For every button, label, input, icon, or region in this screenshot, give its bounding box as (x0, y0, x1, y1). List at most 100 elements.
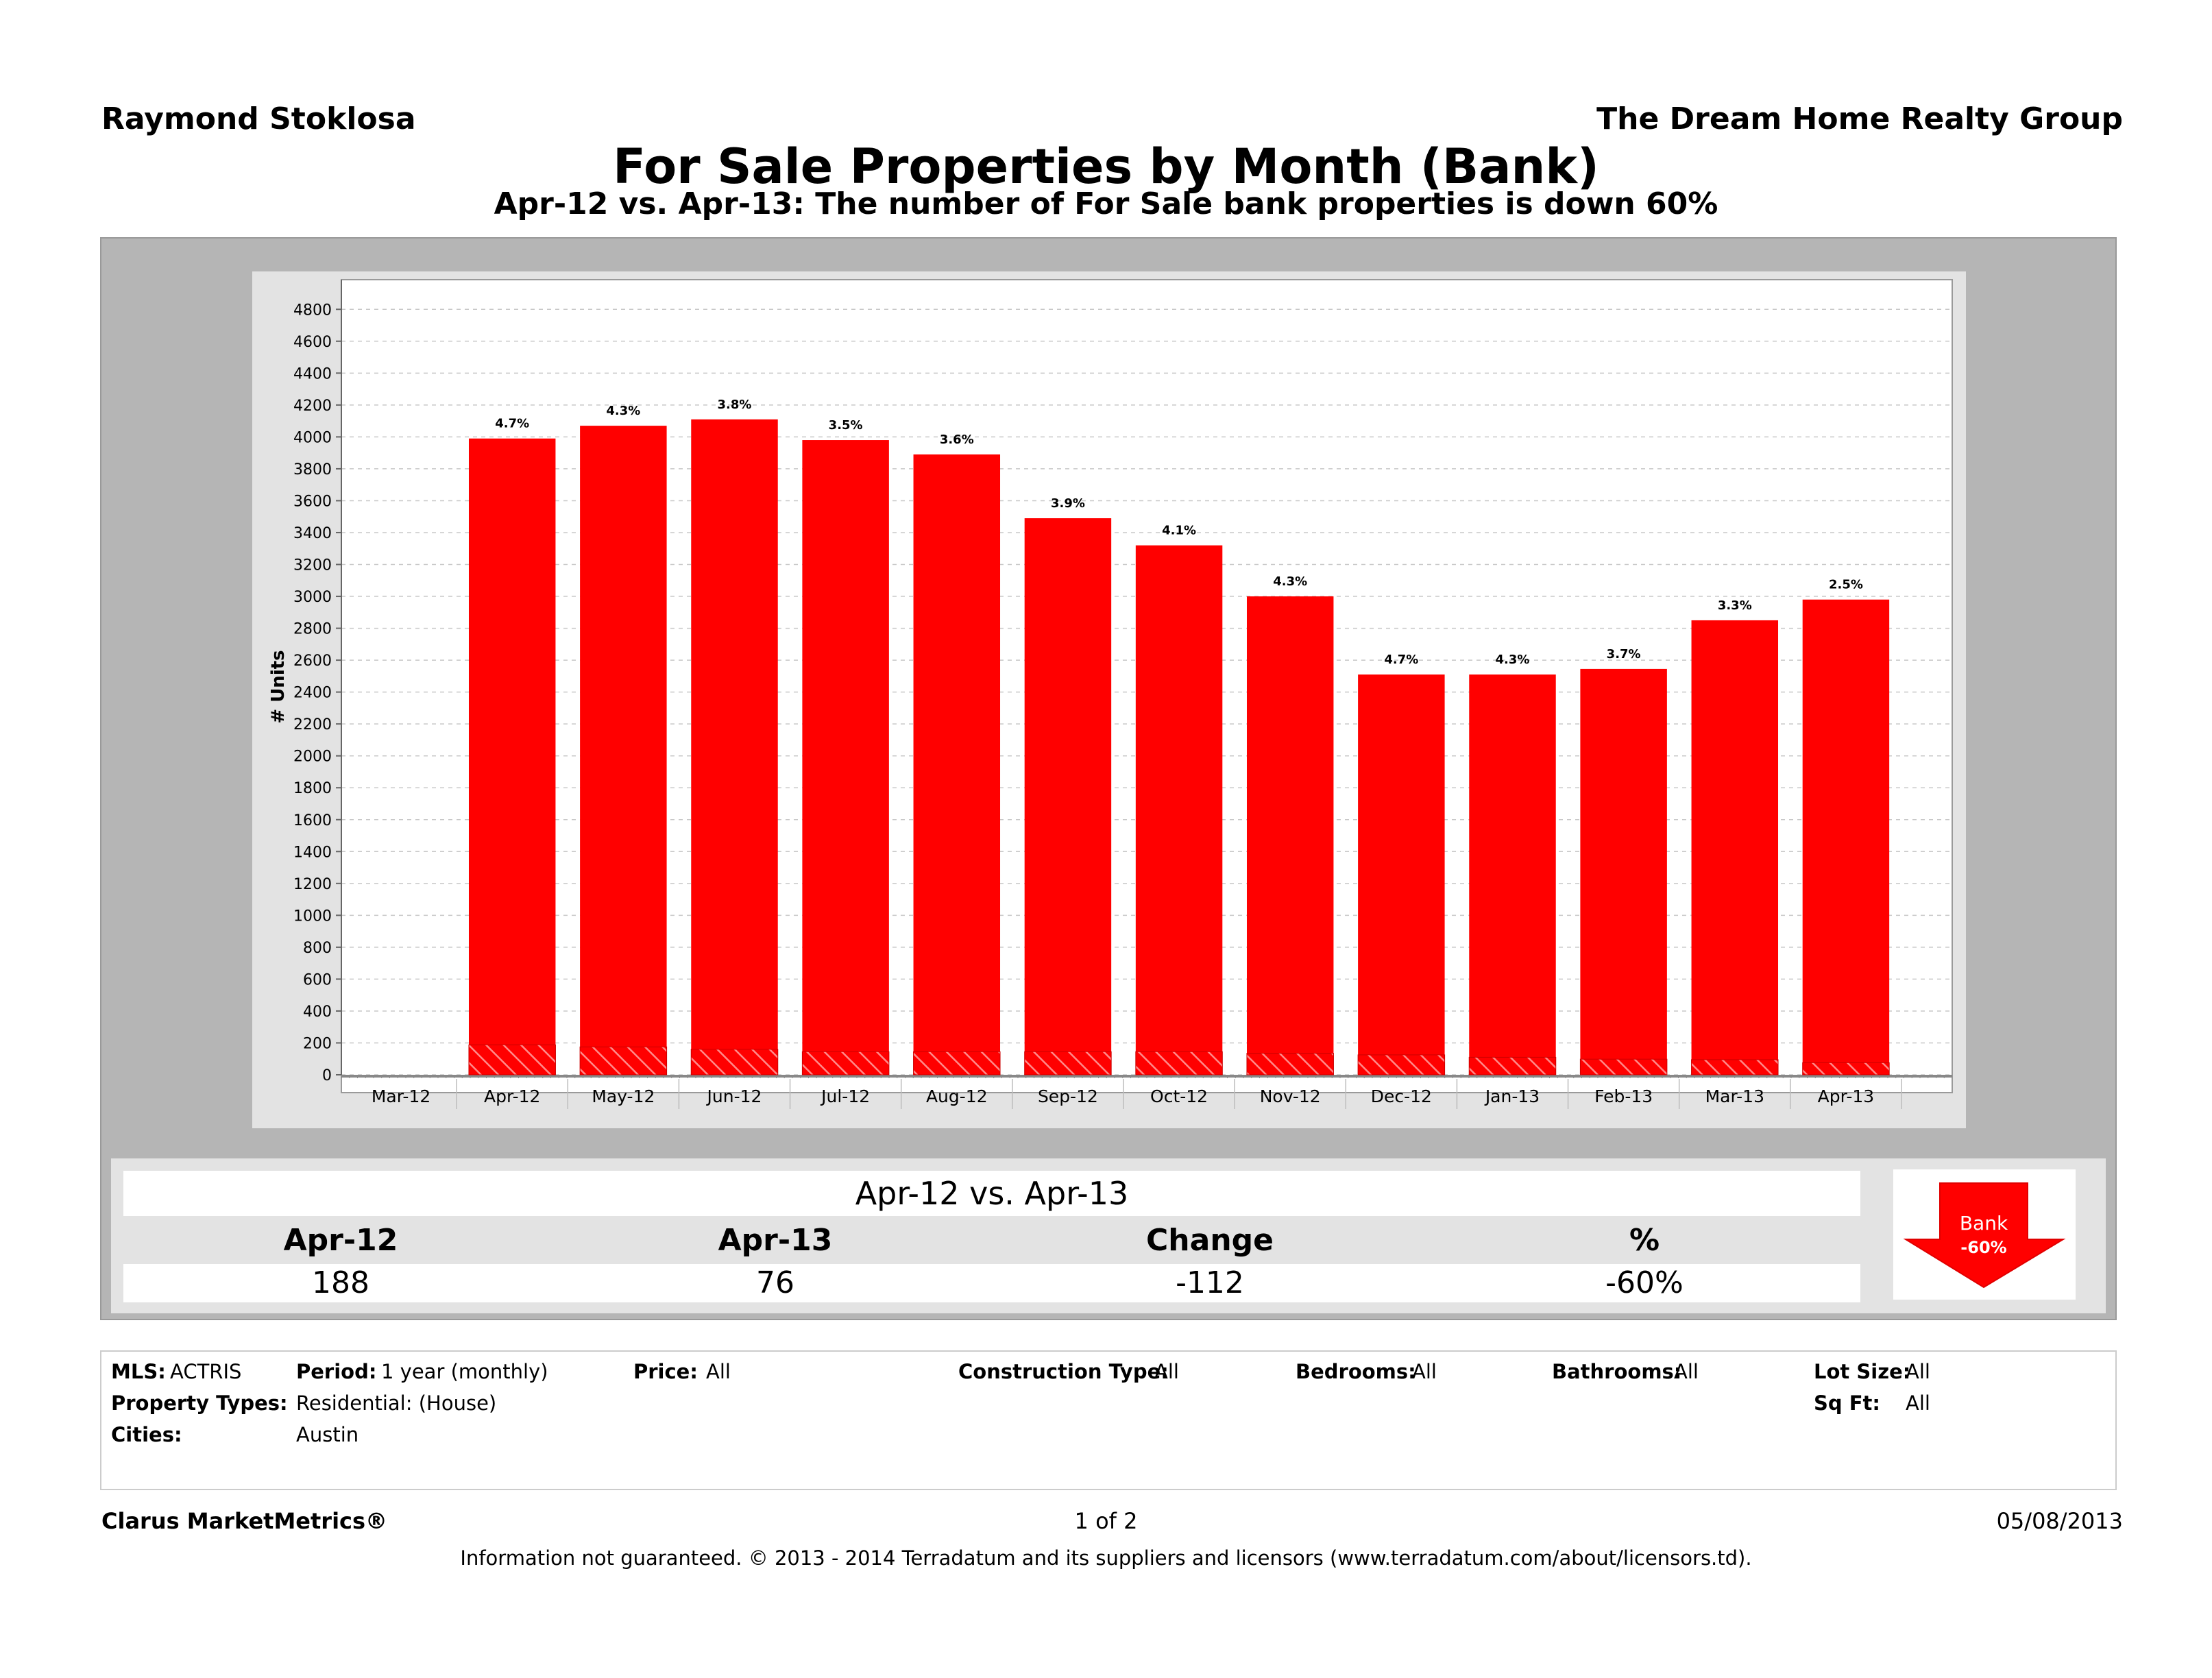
x-tick-label-Nov-12: Nov-12 (1260, 1086, 1321, 1106)
y-tick-label-2200: 2200 (293, 716, 332, 733)
bar-total-Nov-12 (1246, 596, 1334, 1075)
bar-total-Apr-13 (1802, 599, 1890, 1075)
x-tick-label-Aug-12: Aug-12 (926, 1086, 988, 1106)
bathrooms-label: Bathrooms: (1552, 1360, 1682, 1383)
data-label-Jan-13: 4.3% (1496, 653, 1530, 667)
x-tick-label-Mar-13: Mar-13 (1705, 1086, 1764, 1106)
summary-value-start: 188 (312, 1265, 369, 1300)
bar-total-Sep-12 (1024, 518, 1112, 1075)
period-label: Period: (296, 1360, 377, 1383)
data-label-Nov-12: 4.3% (1273, 574, 1307, 589)
company-name: The Dream Home Realty Group (1596, 101, 2123, 136)
bar-bank-Nov-12 (1246, 1053, 1334, 1075)
y-tick-label-4600: 4600 (293, 334, 332, 351)
y-tick-label-2800: 2800 (293, 621, 332, 638)
bar-total-Oct-12 (1135, 545, 1223, 1075)
chart-area: # Units 0 200 400 600 800 1000 1200 1400 1600 180… (252, 271, 1966, 1128)
bar-bank-Sep-12 (1024, 1051, 1112, 1075)
bathrooms-value: All (1674, 1360, 1699, 1383)
bar-bank-Dec-12 (1357, 1054, 1446, 1075)
x-tick-label-Feb-13: Feb-13 (1594, 1086, 1653, 1106)
property-types-label: Property Types: (111, 1391, 288, 1415)
bar-total-Mar-13 (1691, 620, 1779, 1075)
bar-bank-May-12 (579, 1046, 668, 1075)
summary-title-row: Apr-12 vs. Apr-13 (123, 1171, 1860, 1216)
change-badge: Bank -60% (1893, 1169, 2076, 1300)
summary-value-percent: -60% (1605, 1265, 1684, 1300)
x-tick-label-May-12: May-12 (592, 1086, 655, 1106)
bar-bank-Apr-13 (1802, 1062, 1890, 1075)
data-label-Feb-13: 3.7% (1607, 647, 1641, 661)
x-tick-label-Oct-12: Oct-12 (1150, 1086, 1208, 1106)
y-tick-label-2600: 2600 (293, 653, 332, 670)
data-label-Jun-12: 3.8% (718, 398, 752, 412)
bar-bank-Mar-13 (1691, 1059, 1779, 1075)
bar-bank-Feb-13 (1579, 1058, 1668, 1075)
bar-bank-Oct-12 (1135, 1051, 1223, 1075)
summary-values-row (123, 1264, 1860, 1302)
badge-value: -60% (1960, 1238, 2006, 1257)
y-tick-label-2000: 2000 (293, 749, 332, 766)
x-tick-label-Mar-12: Mar-12 (372, 1086, 430, 1106)
summary-header-change: Change (1146, 1223, 1274, 1258)
summary-title: Apr-12 vs. Apr-13 (855, 1175, 1129, 1212)
bar-total-Jun-12 (691, 419, 778, 1075)
property-types-value: Residential: (House) (296, 1391, 497, 1415)
period-value: 1 year (monthly) (381, 1360, 548, 1383)
y-tick-label-3600: 3600 (293, 493, 332, 510)
footer-date: 05/08/2013 (1996, 1508, 2123, 1534)
footer-page: 1 of 2 (1074, 1508, 1138, 1534)
x-tick-label-Apr-12: Apr-12 (484, 1086, 540, 1106)
summary-table: Apr-12 vs. Apr-13 Apr-12 Apr-13 Change %… (111, 1158, 2106, 1313)
construction-label: Construction Type: (958, 1360, 1169, 1383)
bedrooms-label: Bedrooms: (1296, 1360, 1416, 1383)
lot-size-value: All (1906, 1360, 1930, 1383)
y-tick-label-200: 200 (303, 1035, 332, 1052)
bar-bank-Jan-13 (1468, 1056, 1557, 1075)
y-tick-label-3800: 3800 (293, 461, 332, 478)
cities-value: Austin (296, 1423, 359, 1446)
data-label-Sep-12: 3.9% (1051, 496, 1085, 511)
y-tick-label-4800: 4800 (293, 302, 332, 319)
bar-total-Jul-12 (802, 440, 889, 1075)
footer-disclaimer: Information not guaranteed. © 2013 - 201… (460, 1546, 1752, 1570)
y-tick-label-1800: 1800 (293, 780, 332, 797)
bar-bank-Apr-12 (468, 1044, 556, 1075)
mls-label: MLS: (111, 1360, 166, 1383)
y-tick-label-1600: 1600 (293, 812, 332, 829)
summary-header-end: Apr-13 (718, 1223, 833, 1258)
x-tick-label-Sep-12: Sep-12 (1038, 1086, 1098, 1106)
bar-total-May-12 (580, 426, 667, 1075)
y-tick-label-3200: 3200 (293, 557, 332, 574)
sqft-value: All (1906, 1391, 1930, 1415)
y-tick-label-600: 600 (303, 971, 332, 988)
summary-value-change: -112 (1176, 1265, 1244, 1300)
price-label: Price: (633, 1360, 698, 1383)
summary-header-percent: % (1629, 1223, 1660, 1258)
data-label-Jul-12: 3.5% (829, 418, 863, 433)
down-arrow-icon: Bank -60% (1903, 1182, 2066, 1289)
bar-bank-Aug-12 (913, 1051, 1001, 1075)
x-tick-label-Jan-13: Jan-13 (1484, 1086, 1540, 1106)
footer-brand: Clarus MarketMetrics® (101, 1508, 388, 1534)
y-tick-label-1000: 1000 (293, 908, 332, 925)
data-label-Apr-13: 2.5% (1829, 578, 1863, 592)
data-label-Apr-12: 4.7% (495, 417, 529, 431)
y-tick-label-400: 400 (303, 1004, 332, 1021)
bedrooms-value: All (1412, 1360, 1437, 1383)
data-label-Aug-12: 3.6% (940, 433, 974, 447)
chart-subtitle: Apr-12 vs. Apr-13: The number of For Sal… (494, 186, 1718, 221)
y-tick-label-800: 800 (303, 940, 332, 957)
y-tick-label-0: 0 (322, 1067, 332, 1084)
badge-label: Bank (1960, 1212, 2008, 1235)
y-tick-label-4000: 4000 (293, 429, 332, 446)
price-value: All (706, 1360, 731, 1383)
chart-title: For Sale Properties by Month (Bank) (613, 138, 1599, 195)
y-tick-label-3000: 3000 (293, 589, 332, 606)
mls-value: ACTRIS (170, 1360, 242, 1383)
y-tick-label-1400: 1400 (293, 844, 332, 861)
cities-label: Cities: (111, 1423, 182, 1446)
data-label-Dec-12: 4.7% (1384, 653, 1418, 667)
x-tick-label-Jun-12: Jun-12 (706, 1086, 762, 1106)
x-tick-label-Jul-12: Jul-12 (820, 1086, 870, 1106)
